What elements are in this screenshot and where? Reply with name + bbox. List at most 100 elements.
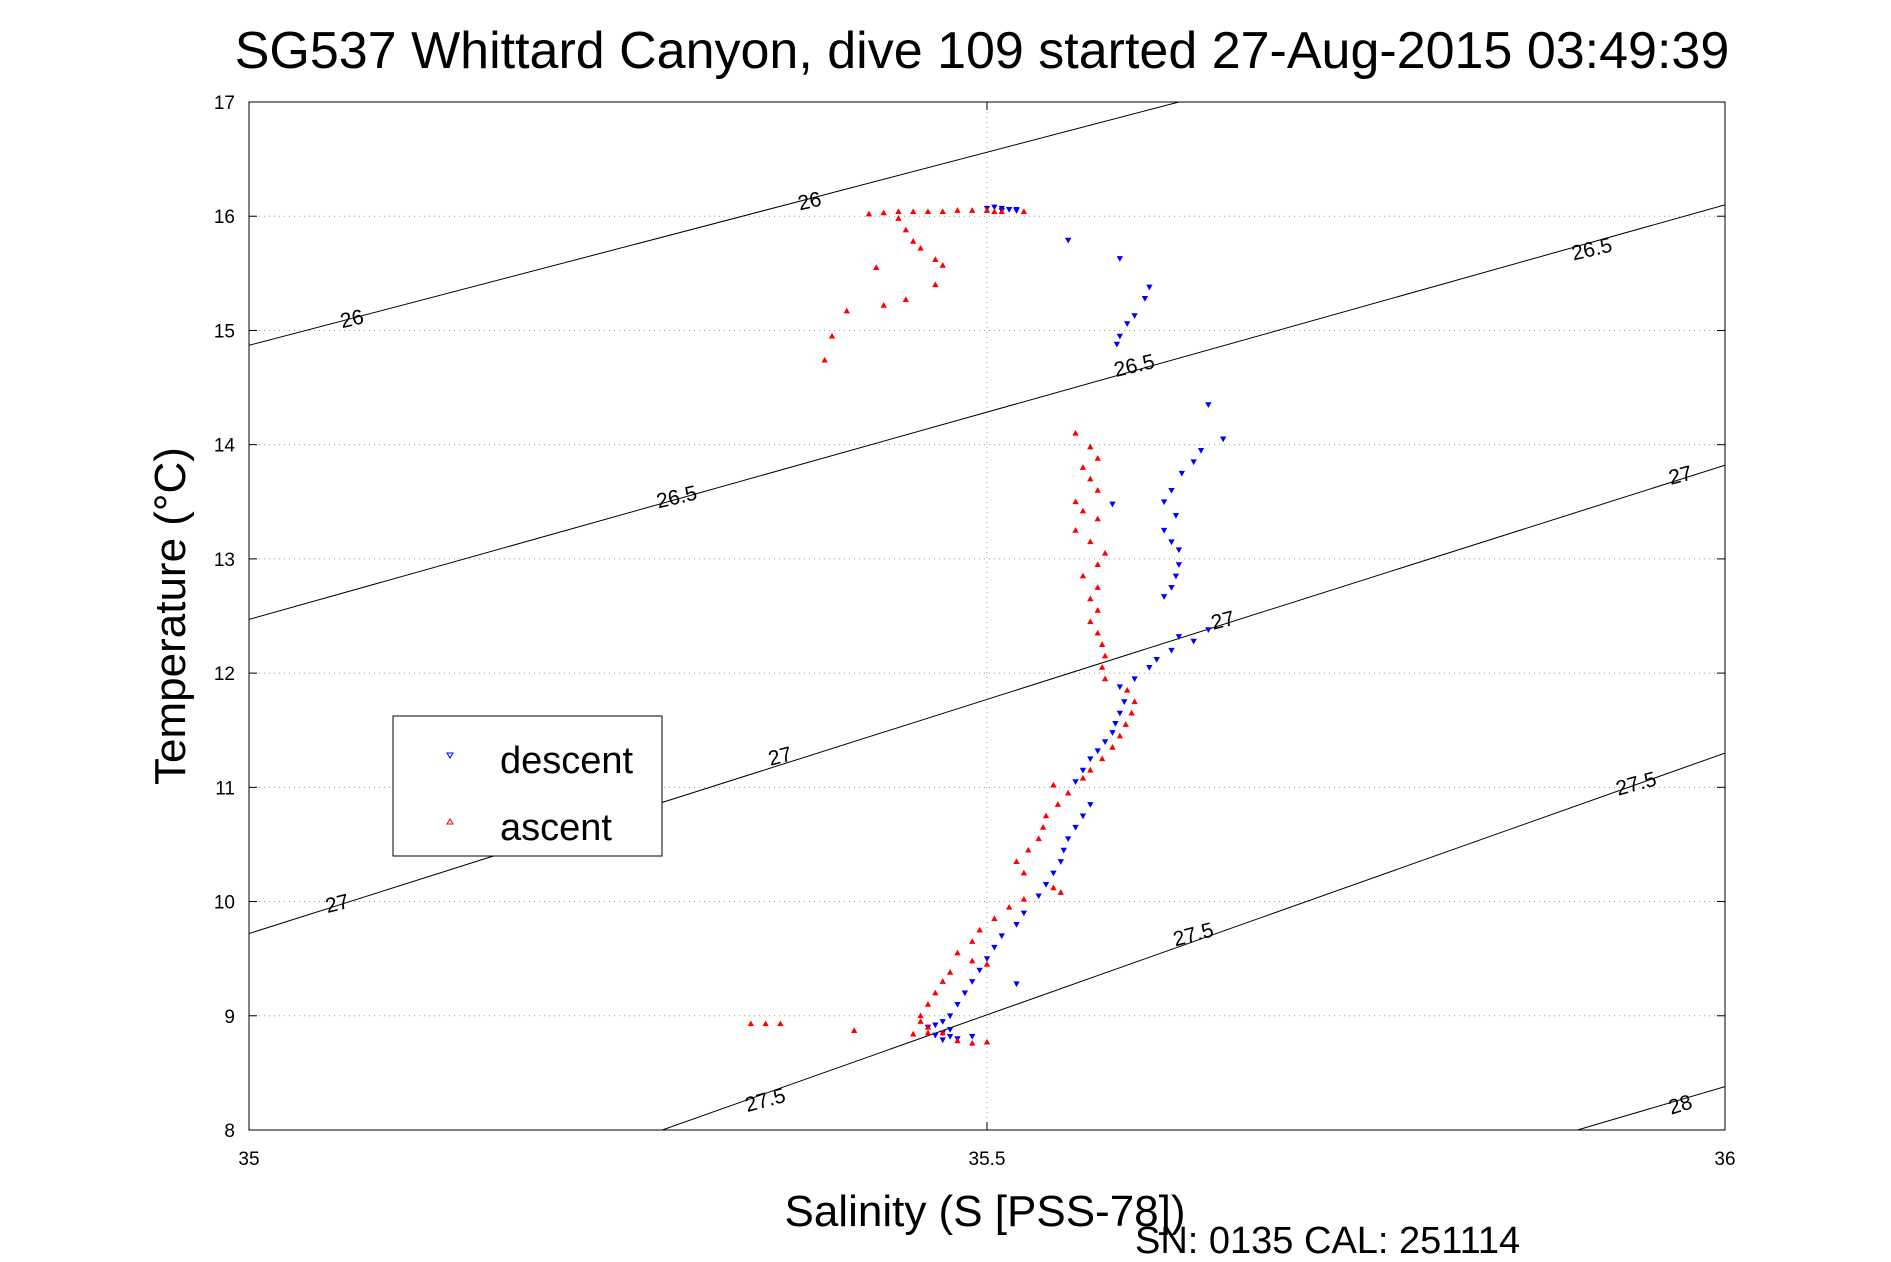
ascent-point: [1094, 584, 1101, 590]
y-axis-label: Temperature (°C): [146, 447, 195, 785]
ascent-point: [762, 1020, 769, 1027]
ascent-point: [843, 307, 850, 314]
ascent-point: [1094, 629, 1101, 636]
descent-point: [1160, 527, 1168, 534]
ascent-point: [873, 264, 880, 271]
ascent-point: [821, 356, 828, 363]
descent-point: [1094, 748, 1101, 755]
descent-point: [1072, 779, 1079, 785]
ascent-point: [1087, 475, 1094, 482]
ascent-point: [1050, 781, 1057, 788]
descent-point: [1050, 870, 1057, 877]
descent-point: [954, 1001, 961, 1008]
descent-point: [1079, 767, 1087, 774]
y-tick-label: 16: [214, 207, 235, 228]
x-axis: 35 35.5 36: [238, 102, 1736, 1170]
ascent-point: [1087, 443, 1094, 450]
ascent-point: [924, 208, 932, 215]
ascent-point: [932, 256, 939, 263]
footer-serial: SN: 0135 CAL: 251114: [1135, 1220, 1520, 1262]
descent-point: [1109, 501, 1116, 508]
descent-point: [1153, 657, 1160, 663]
ascent-point: [1005, 903, 1013, 910]
y-tick-label: 10: [214, 893, 235, 914]
descent-point: [1035, 893, 1042, 900]
contour-label: 27: [766, 743, 794, 771]
ascent-point: [924, 1029, 932, 1036]
descent-point: [1079, 813, 1087, 820]
ascent-point: [1101, 675, 1109, 682]
plot-area: [249, 102, 1725, 1130]
descent-point: [1087, 802, 1094, 808]
descent-point: [1101, 739, 1109, 745]
descent-point: [1168, 487, 1175, 494]
descent-point: [1131, 313, 1138, 319]
ascent-point: [1087, 618, 1094, 625]
ascent-point: [1128, 709, 1135, 716]
ascent-point: [1079, 464, 1087, 470]
descent-point: [1116, 710, 1124, 717]
y-tick-label: 9: [224, 1007, 235, 1028]
descent-point: [1190, 459, 1197, 466]
descent-point: [1065, 836, 1072, 843]
contour-line: [249, 102, 1180, 346]
legend-descent-marker: [446, 752, 454, 759]
ascent-point: [1020, 208, 1028, 215]
x-axis-label: Salinity (S [PSS-78]): [784, 1187, 1185, 1236]
ascent-point: [895, 208, 902, 215]
ascent-point: [1098, 664, 1106, 670]
descent-point: [1112, 720, 1119, 727]
descent-point: [932, 1032, 939, 1039]
y-axis: 8 9 10 11 12 13 14 15 16 17: [214, 93, 1725, 1142]
contour-line: [1577, 1086, 1725, 1130]
descent-point: [939, 1037, 946, 1044]
ascent-point: [969, 1039, 976, 1046]
ascent-point: [1057, 889, 1064, 895]
ascent-point: [1079, 774, 1087, 781]
legend-ascent-label: ascent: [500, 807, 612, 849]
descent-point: [1219, 436, 1227, 443]
descent-point: [1190, 638, 1197, 645]
ascent-point: [910, 208, 917, 215]
legend-descent-label: descent: [500, 740, 634, 782]
ascent-point: [1065, 789, 1072, 796]
descent-point: [1013, 922, 1020, 928]
ascent-point: [895, 215, 902, 221]
ascent-point: [1072, 429, 1079, 436]
descent-point: [1175, 562, 1183, 568]
ascent-point: [1087, 766, 1094, 773]
ascent-point: [1094, 515, 1101, 522]
ascent-point: [1101, 549, 1109, 556]
x-tick-label: 35.5: [969, 1149, 1006, 1170]
descent-point: [946, 1027, 954, 1033]
ascent-point: [1131, 698, 1138, 705]
ascent-point: [983, 961, 991, 967]
legend-ascent-marker: [446, 818, 454, 825]
descent-point: [1116, 684, 1124, 691]
ascent-point: [850, 1027, 858, 1034]
descent-point: [1175, 634, 1183, 640]
contour-label: 26: [796, 188, 824, 216]
data-points: [747, 204, 1227, 1046]
ascent-point: [917, 244, 924, 251]
descent-point: [1146, 284, 1153, 291]
descent-point: [1109, 730, 1116, 736]
ascent-point: [976, 926, 983, 933]
descent-point: [1146, 665, 1153, 671]
descent-point: [1124, 321, 1131, 327]
ascent-point: [828, 332, 836, 339]
descent-point: [946, 1033, 954, 1040]
y-tick-label: 8: [224, 1121, 235, 1142]
descent-point: [1141, 296, 1149, 302]
descent-point: [991, 204, 998, 211]
descent-point: [946, 1013, 954, 1020]
ascent-point: [932, 989, 939, 996]
ascent-point: [954, 949, 961, 956]
ascent-point: [939, 262, 946, 268]
x-tick-label: 35: [238, 1149, 259, 1170]
descent-point: [1168, 647, 1175, 654]
ascent-point: [1025, 846, 1032, 853]
descent-point: [969, 979, 976, 985]
descent-point: [1205, 627, 1212, 634]
